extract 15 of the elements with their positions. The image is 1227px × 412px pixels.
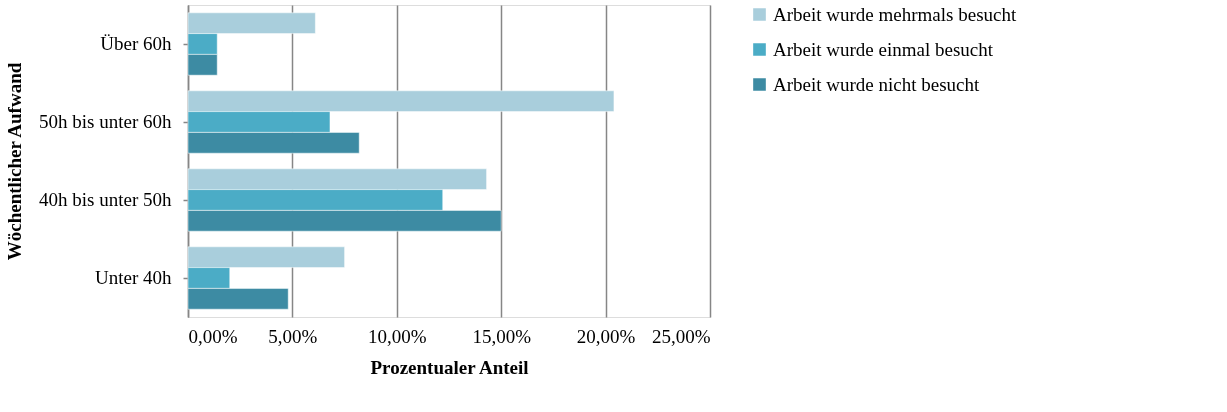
legend-label: Arbeit wurde mehrmals besucht [773, 3, 1017, 25]
x-tick-label: 0,00% [188, 325, 238, 347]
y-tick-label: Über 60h [100, 33, 172, 54]
x-tick-label: 5,00% [268, 325, 318, 347]
x-tick-label: 10,00% [368, 325, 427, 347]
legend-label: Arbeit wurde einmal besucht [773, 38, 994, 60]
y-tick-label: 50h bis unter 60h [39, 111, 172, 132]
x-tick-label: 20,00% [576, 325, 636, 347]
x-tick-label: 15,00% [472, 325, 532, 347]
y-tick-label: 40h bis unter 50h [39, 189, 172, 210]
x-axis-title: Prozentualer Anteil [370, 356, 529, 378]
legend-label: Arbeit wurde nicht besucht [773, 73, 981, 95]
y-axis-title: Wöchentlicher Aufwand [4, 62, 26, 261]
x-tick-label: 25,00% [651, 325, 711, 347]
y-tick-label: Unter 40h [94, 267, 172, 288]
